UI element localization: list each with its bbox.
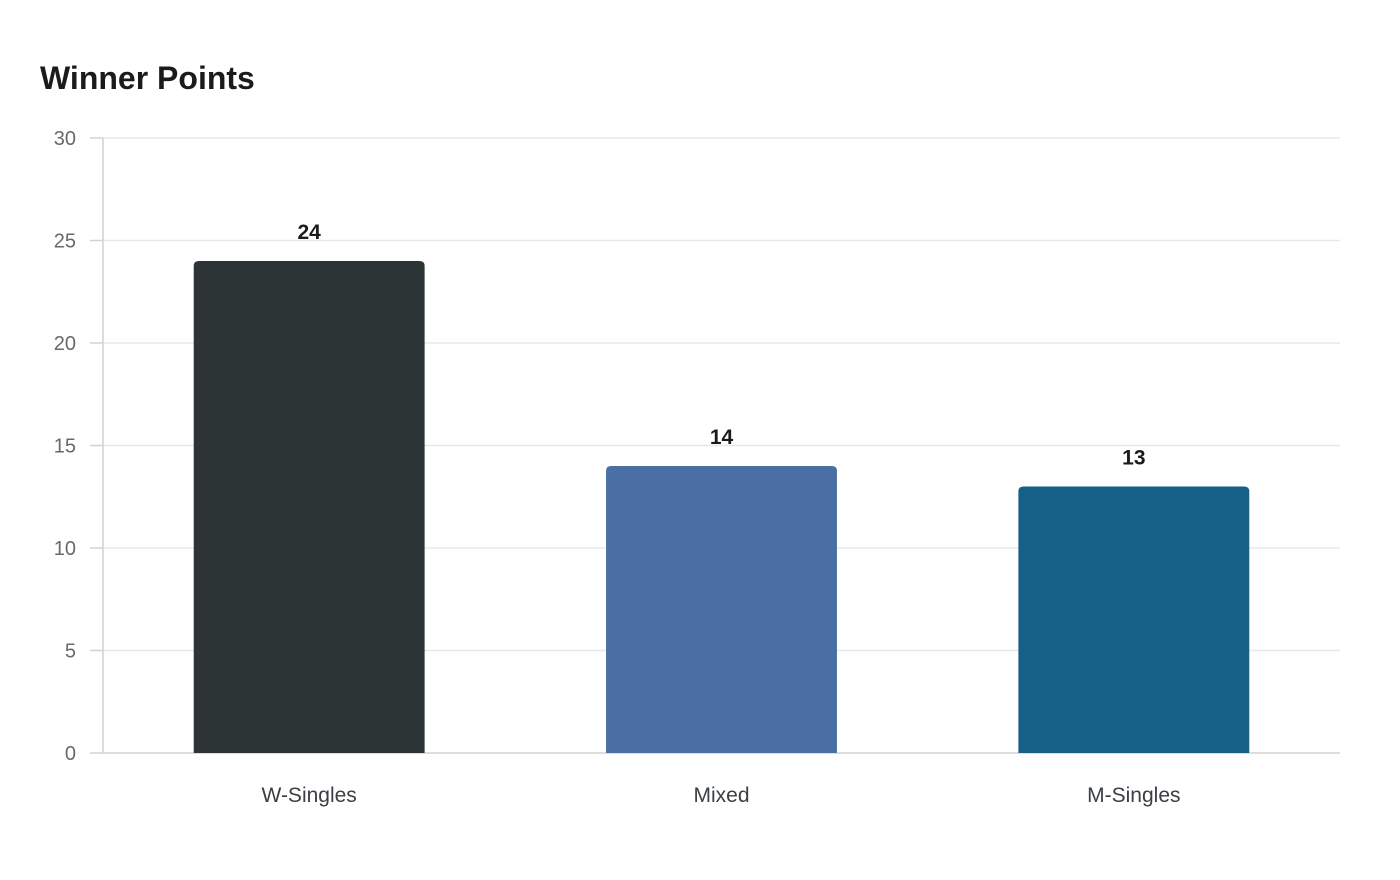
x-tick-label: W-Singles: [262, 784, 357, 807]
bar-w-singles[interactable]: [193, 261, 425, 753]
data-label: 14: [710, 426, 734, 449]
y-tick-label: 10: [54, 538, 76, 560]
bar-m-singles[interactable]: [1018, 486, 1250, 754]
chart-title: Winner Points: [40, 60, 255, 96]
data-label: 24: [297, 221, 321, 244]
bar-mixed[interactable]: [606, 466, 837, 753]
x-tick-label: Mixed: [693, 784, 749, 807]
x-tick-label: M-Singles: [1087, 784, 1180, 807]
y-tick-label: 20: [54, 333, 76, 355]
labels: 0 5 10 15 20 25 30 24 W-Singles 14 Mixed 13 M-Single…: [54, 128, 1181, 807]
y-tick-label: 5: [65, 641, 76, 663]
bars: [193, 261, 1250, 754]
y-tick-label: 15: [54, 436, 76, 458]
data-label: 13: [1122, 447, 1145, 470]
y-tick-label: 25: [54, 231, 76, 253]
y-tick-label: 30: [54, 128, 76, 150]
y-tick-label: 0: [65, 743, 76, 765]
